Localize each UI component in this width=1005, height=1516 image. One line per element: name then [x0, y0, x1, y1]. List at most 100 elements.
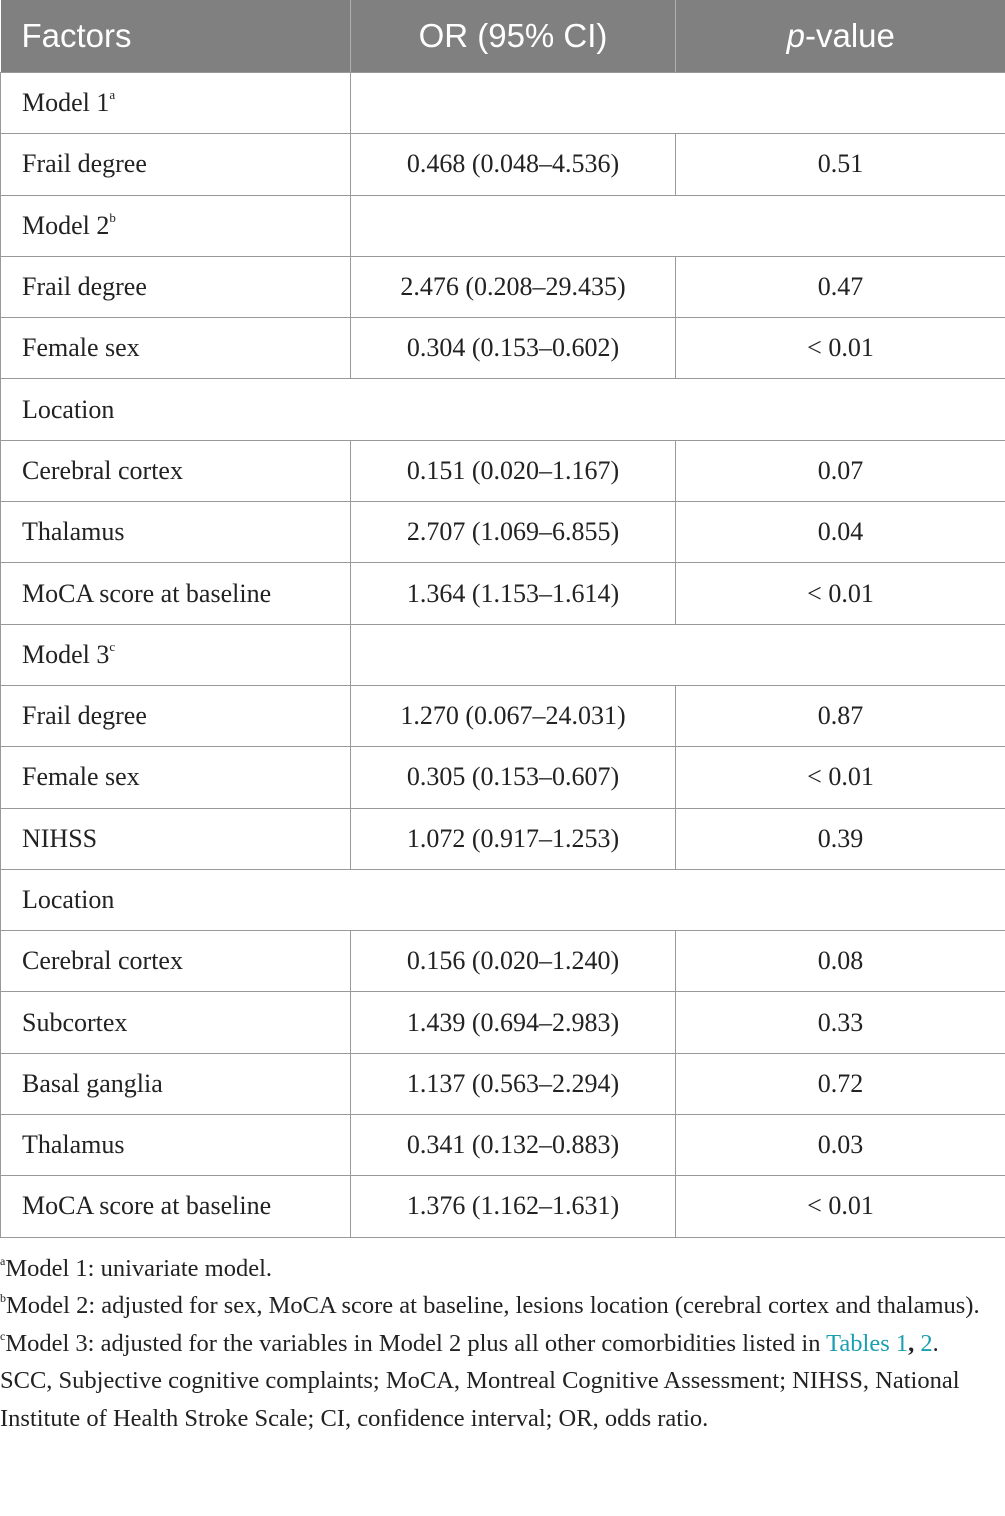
- value-cell: 0.07: [675, 439, 1005, 503]
- value-cell: 0.47: [675, 255, 1005, 319]
- link-separator: ,: [908, 1329, 915, 1357]
- factor-cell: MoCA score at baseline: [0, 1175, 351, 1238]
- model-footnote-mark: b: [109, 209, 116, 225]
- value-cell: < 0.01: [675, 317, 1005, 380]
- header-cell: p-value: [675, 0, 1005, 73]
- table-row: MoCA score at baseline 1.364 (1.153–1.614…: [0, 562, 1005, 625]
- table-row: Model 3c: [0, 623, 1005, 686]
- model-cell: Model 2b: [0, 194, 351, 257]
- header-cell: OR (95% CI): [350, 0, 676, 73]
- empty-cell: [350, 194, 1005, 257]
- value-cell: 0.341 (0.132–0.883): [350, 1114, 676, 1177]
- value-cell: 1.270 (0.067–24.031): [350, 684, 676, 748]
- factor-cell: Thalamus: [0, 501, 351, 564]
- table-row: Location: [0, 378, 1005, 441]
- empty-cell: [350, 623, 1005, 686]
- footnote: cModel 3: adjusted for the variables in …: [0, 1325, 1005, 1363]
- value-cell: 1.439 (0.694–2.983): [350, 991, 676, 1054]
- table-row: Model 2b: [0, 194, 1005, 257]
- table-row: Basal ganglia 1.137 (0.563–2.294) 0.72: [0, 1052, 1005, 1116]
- value-cell: 2.707 (1.069–6.855): [350, 501, 676, 564]
- footnote-text: Model 2: adjusted for sex, MoCA score at…: [6, 1292, 980, 1320]
- value-cell: 0.305 (0.153–0.607): [350, 746, 676, 809]
- factor-cell: Cerebral cortex: [0, 930, 351, 993]
- value-cell: 1.364 (1.153–1.614): [350, 562, 676, 625]
- table-row: Thalamus 0.341 (0.132–0.883) 0.03: [0, 1114, 1005, 1177]
- model-label: Model 2: [22, 210, 110, 240]
- section-cell: Location: [0, 868, 1005, 932]
- table-row: Female sex 0.304 (0.153–0.602) < 0.01: [0, 317, 1005, 380]
- value-cell: 0.04: [675, 501, 1005, 564]
- header-row: Factors OR (95% CI) p-value: [0, 0, 1005, 73]
- value-cell: 0.51: [675, 133, 1005, 196]
- header-cell: Factors: [0, 0, 351, 73]
- model-footnote-mark: c: [109, 638, 116, 654]
- footnote-text: Model 1: univariate model.: [5, 1254, 273, 1282]
- model-cell: Model 1a: [0, 71, 351, 135]
- model-label: Model 3: [22, 639, 110, 669]
- factor-cell: Basal ganglia: [0, 1052, 351, 1116]
- table-row: Female sex 0.305 (0.153–0.607) < 0.01: [0, 746, 1005, 809]
- factor-cell: Subcortex: [0, 991, 351, 1054]
- table-header: Factors OR (95% CI) p-value: [0, 0, 1005, 73]
- table-row: Cerebral cortex 0.151 (0.020–1.167) 0.07: [0, 439, 1005, 503]
- header-italic: p: [786, 17, 805, 54]
- value-cell: 0.87: [675, 684, 1005, 748]
- abbreviations: SCC, Subjective cognitive complaints; Mo…: [0, 1367, 960, 1432]
- model-cell: Model 3c: [0, 623, 351, 686]
- value-cell: 0.03: [675, 1114, 1005, 1177]
- value-cell: 1.376 (1.162–1.631): [350, 1175, 676, 1238]
- header-text: -value: [804, 17, 895, 54]
- factor-cell: Female sex: [0, 746, 351, 809]
- value-cell: 0.304 (0.153–0.602): [350, 317, 676, 380]
- factor-cell: Frail degree: [0, 684, 351, 748]
- value-cell: 1.137 (0.563–2.294): [350, 1052, 676, 1116]
- table-row: NIHSS 1.072 (0.917–1.253) 0.39: [0, 807, 1005, 870]
- factor-cell: Thalamus: [0, 1114, 351, 1177]
- table-row: Frail degree 1.270 (0.067–24.031) 0.87: [0, 684, 1005, 748]
- table-row: Frail degree 2.476 (0.208–29.435) 0.47: [0, 255, 1005, 319]
- empty-cell: [350, 71, 1005, 135]
- value-cell: 1.072 (0.917–1.253): [350, 807, 676, 870]
- table-row: Frail degree 0.468 (0.048–4.536) 0.51: [0, 133, 1005, 196]
- footnote-mark: a: [0, 1253, 6, 1268]
- value-cell: 0.39: [675, 807, 1005, 870]
- footnotes: aModel 1: univariate model. bModel 2: ad…: [0, 1250, 1005, 1438]
- footnote: bModel 2: adjusted for sex, MoCA score a…: [0, 1287, 1005, 1325]
- factor-cell: Frail degree: [0, 133, 351, 196]
- factor-cell: MoCA score at baseline: [0, 562, 351, 625]
- factor-cell: Frail degree: [0, 255, 351, 319]
- model-footnote-mark: a: [109, 87, 116, 103]
- value-cell: < 0.01: [675, 746, 1005, 809]
- table-row: Location: [0, 868, 1005, 932]
- results-table: Factors OR (95% CI) p-value Model 1a Frai…: [0, 0, 1005, 1238]
- table-row: Cerebral cortex 0.156 (0.020–1.240) 0.08: [0, 930, 1005, 993]
- table-link[interactable]: 2: [920, 1329, 933, 1357]
- factor-cell: NIHSS: [0, 807, 351, 870]
- value-cell: 0.151 (0.020–1.167): [350, 439, 676, 503]
- footnote-end: .: [932, 1329, 939, 1357]
- table-link[interactable]: Tables 1: [826, 1329, 909, 1357]
- table-row: Thalamus 2.707 (1.069–6.855) 0.04: [0, 501, 1005, 564]
- table-body: Model 1a Frail degree 0.468 (0.048–4.536) 0…: [0, 71, 1005, 1238]
- value-cell: 0.468 (0.048–4.536): [350, 133, 676, 196]
- footnote-mark: b: [0, 1291, 6, 1306]
- factor-cell: Female sex: [0, 317, 351, 380]
- section-cell: Location: [0, 378, 1005, 441]
- table-row: Model 1a: [0, 71, 1005, 135]
- value-cell: 0.33: [675, 991, 1005, 1054]
- table-row: Subcortex 1.439 (0.694–2.983) 0.33: [0, 991, 1005, 1054]
- model-label: Model 1: [22, 88, 110, 118]
- value-cell: 0.156 (0.020–1.240): [350, 930, 676, 993]
- value-cell: 2.476 (0.208–29.435): [350, 255, 676, 319]
- footnote-text: Model 3: adjusted for the variables in M…: [5, 1329, 821, 1357]
- footnote: aModel 1: univariate model.: [0, 1250, 1005, 1288]
- footnote-mark: c: [0, 1328, 6, 1343]
- value-cell: < 0.01: [675, 562, 1005, 625]
- value-cell: 0.08: [675, 930, 1005, 993]
- table-row: MoCA score at baseline 1.376 (1.162–1.631…: [0, 1175, 1005, 1238]
- factor-cell: Cerebral cortex: [0, 439, 351, 503]
- value-cell: < 0.01: [675, 1175, 1005, 1238]
- value-cell: 0.72: [675, 1052, 1005, 1116]
